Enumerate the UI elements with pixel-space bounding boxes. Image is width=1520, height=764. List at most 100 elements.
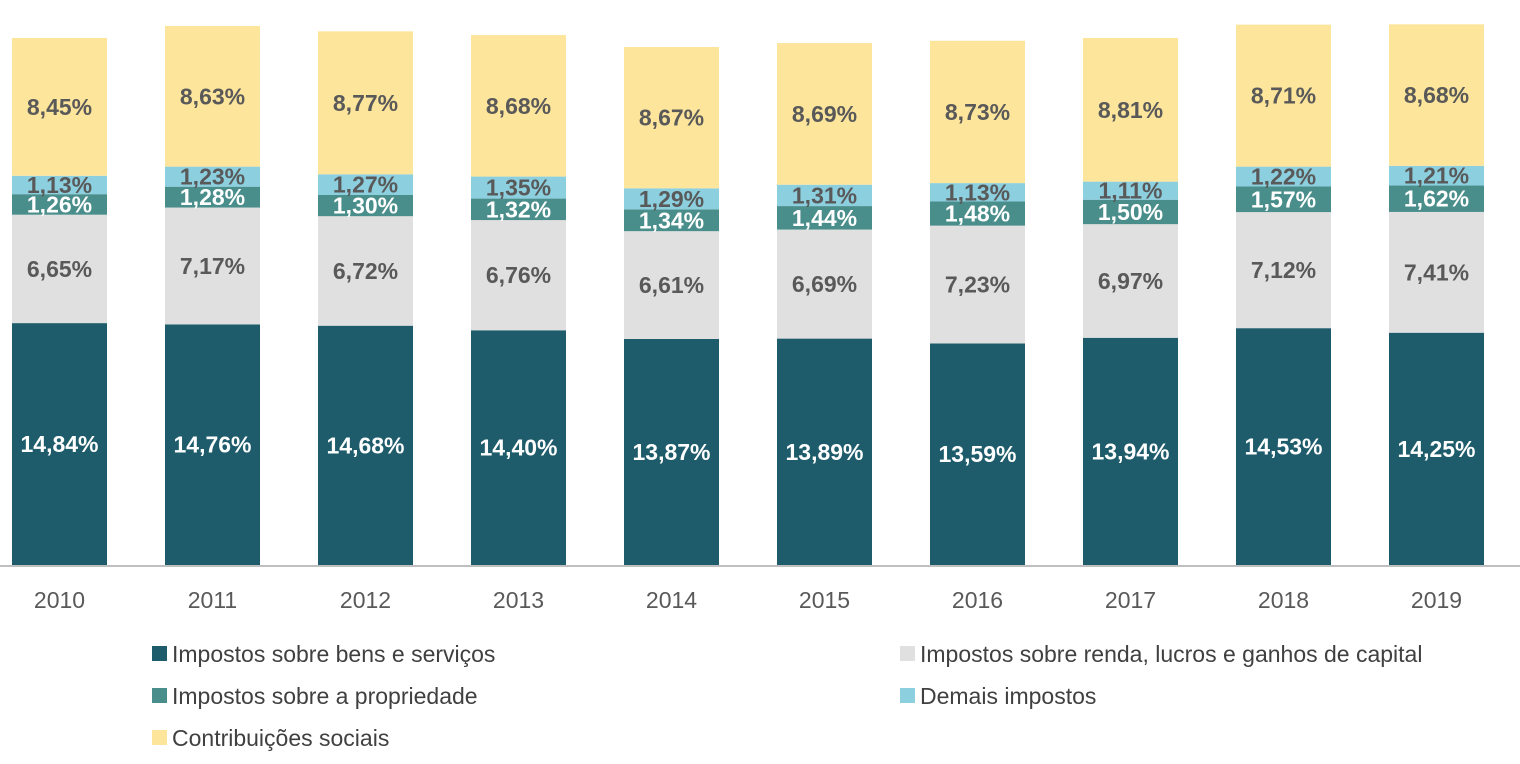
data-label-2016-series-0: 13,59% <box>938 441 1016 467</box>
bars-layer <box>12 24 1484 565</box>
data-label-2015-series-2: 1,44% <box>792 205 857 231</box>
legend-item-0: Impostos sobre bens e serviços <box>152 641 495 667</box>
data-label-2017-series-1: 6,97% <box>1098 268 1163 294</box>
bar-segment-2013-series-3 <box>471 176 566 199</box>
legend-label-3: Demais impostos <box>920 683 1096 709</box>
data-label-2014-series-4: 8,67% <box>639 105 704 131</box>
bar-segment-2017-series-2 <box>1083 199 1178 225</box>
data-label-2015-series-1: 6,69% <box>792 271 857 297</box>
legend-item-2: Impostos sobre a propriedade <box>152 683 478 709</box>
x-axis-tick-labels: 2010 2011 2012 2013 2014 2015 2016 2017 2018 2019 <box>34 587 1462 613</box>
bar-segment-2014-series-3 <box>624 188 719 210</box>
data-label-2013-series-4: 8,68% <box>486 93 551 119</box>
data-label-2012-series-2: 1,30% <box>333 193 398 219</box>
legend-item-3: Demais impostos <box>900 683 1096 709</box>
data-label-2010-series-2: 1,26% <box>27 191 92 217</box>
data-label-2013-series-1: 6,76% <box>486 262 551 288</box>
bar-segment-2012-series-4 <box>318 31 413 175</box>
bar-segment-2013-series-0 <box>471 330 566 565</box>
data-label-2018-series-3: 1,22% <box>1251 164 1316 190</box>
bar-segment-2019-series-1 <box>1389 211 1484 333</box>
x-tick-label-2011: 2011 <box>188 587 237 613</box>
bar-segment-2011-series-4 <box>165 25 260 167</box>
bar-segment-2015-series-2 <box>777 206 872 230</box>
x-tick-label-2016: 2016 <box>952 587 1003 613</box>
data-label-2015-series-4: 8,69% <box>792 101 857 127</box>
x-tick-label-2014: 2014 <box>646 587 697 613</box>
x-tick-label-2015: 2015 <box>799 587 850 613</box>
data-label-2015-series-3: 1,31% <box>792 182 857 208</box>
bar-segment-2012-series-3 <box>318 174 413 195</box>
data-label-2016-series-3: 1,13% <box>945 179 1010 205</box>
bar-segment-2017-series-0 <box>1083 337 1178 565</box>
bar-segment-2011-series-2 <box>165 186 260 208</box>
data-label-2012-series-4: 8,77% <box>333 90 398 116</box>
x-tick-label-2013: 2013 <box>493 587 544 613</box>
legend-item-4: Contribuições sociais <box>152 725 389 751</box>
data-label-2019-series-3: 1,21% <box>1404 163 1469 189</box>
data-label-2014-series-1: 6,61% <box>639 272 704 298</box>
bar-segment-2016-series-1 <box>930 225 1025 344</box>
bar-segment-2019-series-3 <box>1389 165 1484 186</box>
x-tick-label-2017: 2017 <box>1105 587 1156 613</box>
bar-segment-2013-series-4 <box>471 35 566 177</box>
data-label-2013-series-3: 1,35% <box>486 175 551 201</box>
bar-segment-2017-series-1 <box>1083 224 1178 338</box>
data-label-2010-series-0: 14,84% <box>20 431 98 457</box>
bar-segment-2010-series-1 <box>12 214 107 324</box>
bar-segment-2014-series-0 <box>624 338 719 565</box>
data-label-2017-series-3: 1,11% <box>1099 178 1163 204</box>
bar-segment-2018-series-4 <box>1236 24 1331 167</box>
data-label-2019-series-2: 1,62% <box>1404 186 1469 212</box>
data-label-2011-series-1: 7,17% <box>180 253 245 279</box>
data-label-2014-series-2: 1,34% <box>639 207 704 233</box>
data-label-2011-series-4: 8,63% <box>180 83 245 109</box>
bar-segment-2016-series-4 <box>930 40 1025 184</box>
data-label-2019-series-4: 8,68% <box>1404 82 1469 108</box>
data-label-2011-series-2: 1,28% <box>180 184 245 210</box>
data-label-2019-series-0: 14,25% <box>1397 436 1475 462</box>
x-tick-label-2012: 2012 <box>340 587 391 613</box>
bar-segment-2019-series-0 <box>1389 332 1484 565</box>
legend-swatch-3 <box>900 688 915 703</box>
x-tick-label-2010: 2010 <box>34 587 85 613</box>
legend-label-4: Contribuições sociais <box>172 725 389 751</box>
data-label-2017-series-4: 8,81% <box>1098 97 1163 123</box>
bar-segment-2010-series-4 <box>12 38 107 176</box>
data-label-2014-series-3: 1,29% <box>639 186 704 212</box>
bar-segment-2010-series-0 <box>12 323 107 565</box>
legend-swatch-4 <box>152 730 167 745</box>
data-label-2018-series-4: 8,71% <box>1251 83 1316 109</box>
x-tick-label-2019: 2019 <box>1411 587 1462 613</box>
data-label-2017-series-2: 1,50% <box>1098 199 1163 225</box>
bar-segment-2015-series-3 <box>777 184 872 207</box>
bar-segment-2011-series-3 <box>165 166 260 187</box>
bar-segment-2016-series-2 <box>930 201 1025 226</box>
data-label-2018-series-0: 14,53% <box>1244 434 1322 460</box>
bar-segment-2015-series-0 <box>777 338 872 565</box>
bar-segment-2018-series-3 <box>1236 166 1331 187</box>
bar-segment-2010-series-2 <box>12 194 107 215</box>
bar-segment-2017-series-3 <box>1083 181 1178 200</box>
bar-segment-2016-series-0 <box>930 343 1025 565</box>
bar-segment-2014-series-4 <box>624 46 719 189</box>
bar-segment-2017-series-4 <box>1083 38 1178 182</box>
data-label-2016-series-4: 8,73% <box>945 99 1010 125</box>
bar-segment-2019-series-4 <box>1389 24 1484 166</box>
legend-label-0: Impostos sobre bens e serviços <box>172 641 495 667</box>
bar-segment-2018-series-0 <box>1236 328 1331 565</box>
x-tick-label-2018: 2018 <box>1258 587 1309 613</box>
bar-segment-2016-series-3 <box>930 183 1025 202</box>
legend-swatch-0 <box>152 646 167 661</box>
legend-item-1: Impostos sobre renda, lucros e ganhos de… <box>900 641 1422 667</box>
data-label-2016-series-2: 1,48% <box>945 201 1010 227</box>
data-label-2018-series-2: 1,57% <box>1251 186 1316 212</box>
data-label-2016-series-1: 7,23% <box>945 272 1010 298</box>
bar-segment-2012-series-2 <box>318 194 413 217</box>
bar-segment-2014-series-1 <box>624 231 719 339</box>
bar-segment-2012-series-0 <box>318 325 413 565</box>
legend-swatch-2 <box>152 688 167 703</box>
legend-label-1: Impostos sobre renda, lucros e ganhos de… <box>920 641 1422 667</box>
bar-segment-2019-series-2 <box>1389 185 1484 212</box>
